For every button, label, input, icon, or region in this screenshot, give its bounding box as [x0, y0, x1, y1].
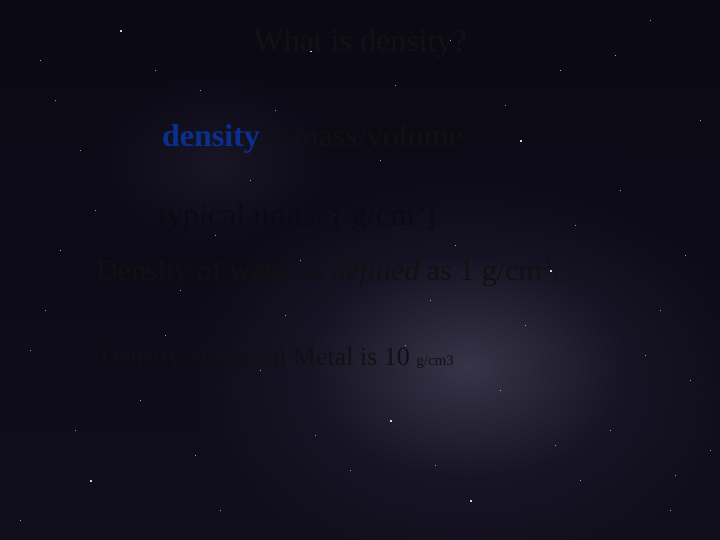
water-defined: defined — [331, 254, 419, 287]
metal-density-line: Density of typical Metal is 10 g/cm3 — [100, 342, 720, 372]
metal-unit: g/cm3 — [416, 353, 454, 369]
water-p3: . — [551, 254, 559, 287]
slide-content: What is density? density = mass/volume t… — [0, 0, 720, 540]
units-exponent: 3 — [415, 196, 425, 218]
metal-p1: Density of typical Metal is 10 — [100, 342, 416, 371]
water-p1: Density of water is — [96, 254, 331, 287]
units-suffix: ] — [425, 196, 436, 232]
water-exponent: 3 — [542, 253, 552, 274]
units-prefix: typical units: [ g/cm — [158, 196, 415, 232]
density-formula: density = mass/volume — [162, 117, 720, 154]
water-p2: as 1 g/cm — [419, 254, 541, 287]
typical-units: typical units: [ g/cm3] — [158, 196, 720, 233]
formula-rhs: = mass/volume — [260, 117, 463, 153]
water-density-line: Density of water is defined as 1 g/cm3. — [96, 253, 720, 288]
slide-title: What is density? — [0, 22, 720, 59]
formula-lhs: density — [162, 117, 260, 153]
